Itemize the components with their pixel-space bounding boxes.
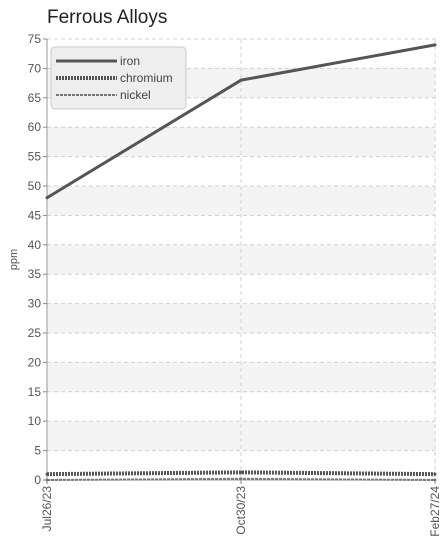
- y-tick-label: 20: [28, 355, 42, 369]
- x-tick-label: Feb27/24: [428, 486, 442, 537]
- data-point-iron: [45, 196, 49, 200]
- data-point-chromium: [239, 470, 243, 474]
- y-axis-title: ppm: [8, 249, 20, 270]
- y-tick-label: 30: [28, 297, 42, 311]
- series-line-chromium: [46, 470, 436, 477]
- data-point-iron: [433, 43, 437, 47]
- y-tick-label: 40: [28, 238, 42, 252]
- x-tick-label: Jul26/23: [40, 486, 54, 532]
- y-tick-label: 50: [28, 179, 42, 193]
- data-point-nickel: [239, 477, 243, 481]
- y-tick-label: 45: [28, 208, 42, 222]
- y-tick-label: 65: [28, 91, 42, 105]
- y-tick-label: 5: [34, 444, 41, 458]
- y-tick-label: 10: [28, 414, 42, 428]
- data-point-iron: [239, 78, 243, 82]
- legend-label-iron: iron: [120, 54, 140, 68]
- y-tick-label: 60: [28, 120, 42, 134]
- chart-title: Ferrous Alloys: [47, 7, 168, 28]
- y-tick-label: 55: [28, 150, 42, 164]
- y-tick-label: 70: [28, 61, 42, 75]
- data-point-chromium: [433, 472, 437, 476]
- legend-label-nickel: nickel: [120, 88, 151, 102]
- y-tick-label: 75: [28, 32, 42, 46]
- y-tick-label: 0: [34, 473, 41, 487]
- x-tick-label: Oct30/23: [234, 486, 248, 535]
- data-point-chromium: [45, 472, 49, 476]
- y-tick-label: 15: [28, 385, 42, 399]
- data-point-nickel: [45, 478, 49, 482]
- data-point-nickel: [433, 478, 437, 482]
- legend-label-chromium: chromium: [120, 71, 173, 85]
- y-tick-label: 25: [28, 326, 42, 340]
- y-tick-label: 35: [28, 267, 42, 281]
